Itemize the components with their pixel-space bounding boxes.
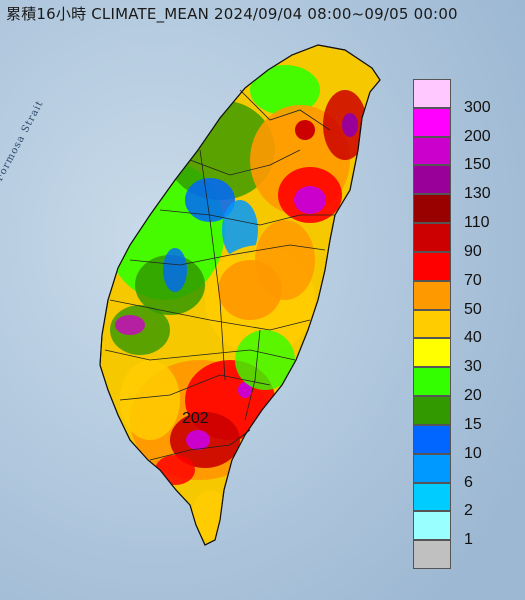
- legend-label: 1: [464, 531, 473, 549]
- legend-swatch: [413, 482, 451, 512]
- legend-label: 40: [464, 329, 482, 347]
- legend-label: 10: [464, 444, 482, 462]
- legend-label: 200: [464, 127, 491, 145]
- legend-label: 70: [464, 271, 482, 289]
- legend-label: 110: [464, 214, 490, 232]
- legend-swatch: [413, 511, 451, 541]
- legend-label: 90: [464, 242, 482, 260]
- legend-swatch: [413, 165, 451, 195]
- color-legend: [413, 79, 451, 569]
- legend-swatch: [413, 107, 451, 137]
- legend-label: 30: [464, 358, 482, 376]
- legend-swatch: [413, 280, 451, 310]
- legend-swatch: [413, 453, 451, 483]
- legend-label: 50: [464, 300, 482, 318]
- legend-swatch: [413, 223, 451, 252]
- legend-swatch: [413, 251, 451, 281]
- legend-label: 6: [464, 473, 473, 491]
- legend-label: 20: [464, 387, 482, 405]
- legend-swatch: [413, 396, 451, 425]
- legend-label: 150: [464, 156, 491, 174]
- map-title: 累積16小時 CLIMATE_MEAN 2024/09/04 08:00~09/…: [6, 5, 458, 23]
- legend-label: 130: [464, 185, 491, 203]
- legend-swatch: [413, 309, 451, 339]
- legend-swatch: [413, 367, 451, 397]
- legend-swatch: [413, 194, 451, 224]
- legend-label: 300: [464, 98, 491, 116]
- county-borders: [104, 89, 335, 461]
- legend-labels: 300 200 150 130 110 90 70 50 40 30 20 15 10 6 2 1: [464, 79, 524, 569]
- legend-swatch: [413, 338, 451, 368]
- legend-label: 2: [464, 502, 473, 520]
- peak-rainfall-label: 202: [182, 410, 209, 427]
- legend-swatch: [413, 424, 451, 454]
- legend-swatch: [413, 136, 451, 166]
- legend-label: 15: [464, 415, 482, 433]
- legend-swatch: [413, 540, 451, 569]
- legend-swatch: [413, 79, 451, 108]
